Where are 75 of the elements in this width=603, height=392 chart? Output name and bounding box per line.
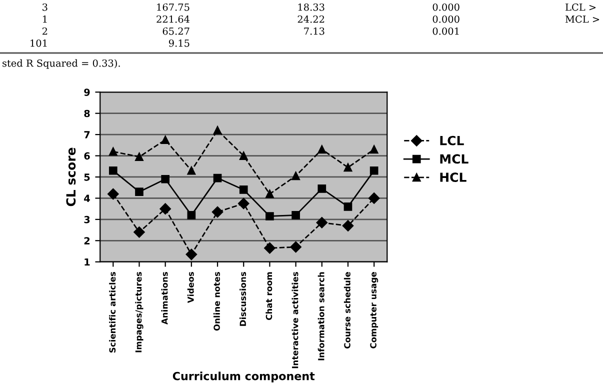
point (266, 190, 274, 198)
point (108, 166, 118, 175)
legend-label: HCL (440, 172, 466, 182)
point (318, 184, 326, 193)
point (344, 202, 352, 211)
text: 18.33 (298, 3, 324, 11)
y-tick-label: 1 (84, 258, 90, 266)
text: 101 (30, 39, 47, 47)
point (187, 211, 196, 220)
point (187, 166, 196, 175)
y-tick-label: 3 (84, 216, 90, 224)
y-tick-label: 9 (84, 88, 90, 96)
point (316, 217, 328, 228)
y-tick-label: 4 (84, 194, 90, 202)
point (134, 226, 145, 238)
point (290, 241, 302, 253)
x-tick-label: Course schedule (344, 272, 350, 348)
point (370, 145, 378, 154)
x-tick-label: Scientific articles (109, 272, 116, 353)
point (344, 163, 352, 172)
text: LCL > (566, 3, 596, 11)
x-tick-label: Online notes (213, 272, 220, 331)
text: 7.13 (304, 27, 324, 35)
point (292, 211, 300, 220)
x-tick-label: Impages/pictures (135, 272, 144, 352)
x-tick-label: Discussions (240, 272, 246, 326)
text: 0.000 (432, 15, 460, 23)
text: 221.64 (156, 15, 190, 23)
point (212, 206, 224, 218)
text: 65.27 (162, 27, 190, 35)
point (342, 220, 354, 232)
y-tick-label: 2 (84, 237, 90, 244)
text: 0.001 (432, 27, 459, 35)
point (213, 174, 222, 182)
point (108, 147, 118, 156)
y-tick-label: 5 (84, 174, 90, 181)
x-axis-title: Curriculum component (172, 372, 315, 382)
point (160, 203, 171, 214)
point (239, 186, 248, 194)
x-tick-label: Computer usage (370, 272, 378, 348)
x-tick-label: Videos (187, 272, 194, 303)
point (368, 192, 380, 204)
point (186, 248, 198, 260)
y-tick-label: 8 (84, 110, 90, 118)
x-tick-label: Animations (161, 272, 168, 325)
x-tick-label: Interactive activities (292, 272, 298, 368)
point (266, 212, 274, 220)
legend-label: MCL (440, 154, 468, 164)
text: 0.000 (432, 3, 460, 11)
text: sted R Squared = 0.33). (2, 59, 120, 69)
point (161, 174, 170, 184)
point (161, 136, 170, 144)
text: 3 (42, 3, 48, 11)
y-tick-label: 7 (84, 131, 90, 138)
point (213, 126, 222, 134)
text: 1 (43, 15, 47, 23)
x-tick-label: Information search (318, 272, 324, 360)
point (239, 152, 248, 160)
point (292, 172, 300, 180)
legend-label: LCL (440, 136, 464, 146)
text: 167.75 (157, 3, 190, 11)
point (264, 242, 276, 254)
point (238, 198, 250, 210)
point (370, 166, 378, 175)
y-axis-title: CL score (66, 148, 76, 206)
point (135, 188, 144, 196)
text: MCL > (565, 15, 600, 23)
text: 24.22 (298, 15, 324, 23)
text: 2 (42, 27, 48, 35)
point (108, 188, 119, 200)
y-tick-label: 6 (84, 152, 90, 160)
point (318, 145, 326, 154)
point (135, 152, 144, 161)
text: 9.15 (168, 39, 190, 47)
x-tick-label: Chat room (266, 272, 272, 320)
